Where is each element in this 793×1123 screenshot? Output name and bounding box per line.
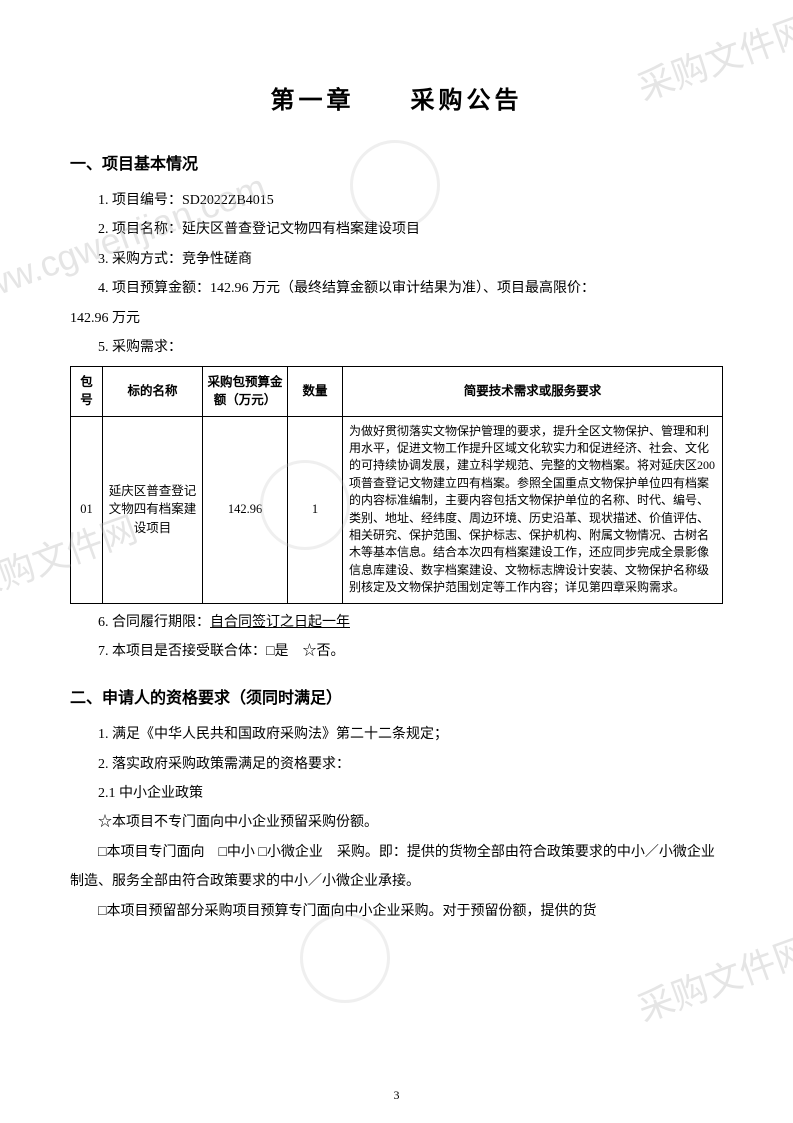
th-package: 包号 xyxy=(71,367,103,416)
qual-line24: □本项目预留部分采购项目预算专门面向中小企业采购。对于预留份额，提供的货 xyxy=(70,897,723,926)
qual-line22: ☆本项目不专门面向中小企业预留采购份额。 xyxy=(70,808,723,837)
td-name: 延庆区普查登记文物四有档案建设项目 xyxy=(103,416,203,603)
td-desc: 为做好贯彻落实文物保护管理的要求，提升全区文物保护、管理和利用水平，促进文物工作… xyxy=(343,416,723,603)
contract-period: 6. 合同履行期限：自合同签订之日起一年 xyxy=(70,608,723,637)
section1-heading: 一、项目基本情况 xyxy=(70,150,723,174)
th-name: 标的名称 xyxy=(103,367,203,416)
td-package: 01 xyxy=(71,416,103,603)
consortium-accept: 7. 本项目是否接受联合体：□是 ☆否。 xyxy=(70,637,723,666)
page-number: 3 xyxy=(394,1088,400,1103)
requirements-label: 5. 采购需求： xyxy=(70,333,723,362)
th-budget: 采购包预算金额（万元） xyxy=(203,367,288,416)
project-name: 2. 项目名称：延庆区普查登记文物四有档案建设项目 xyxy=(70,215,723,244)
project-number: 1. 项目编号：SD2022ZB4015 xyxy=(70,186,723,215)
td-qty: 1 xyxy=(288,416,343,603)
qual-line2: 2. 落实政府采购政策需满足的资格要求： xyxy=(70,750,723,779)
chapter-title: 第一章 采购公告 xyxy=(70,80,723,115)
budget-line1: 4. 项目预算金额：142.96 万元（最终结算金额以审计结果为准）、项目最高限… xyxy=(70,274,723,303)
budget-line2: 142.96 万元 xyxy=(70,304,723,333)
qual-line21: 2.1 中小企业政策 xyxy=(70,779,723,808)
th-qty: 数量 xyxy=(288,367,343,416)
qual-line1: 1. 满足《中华人民共和国政府采购法》第二十二条规定； xyxy=(70,720,723,749)
procurement-method: 3. 采购方式：竞争性磋商 xyxy=(70,245,723,274)
requirements-table: 包号 标的名称 采购包预算金额（万元） 数量 简要技术需求或服务要求 01 延庆… xyxy=(70,366,723,603)
td-budget: 142.96 xyxy=(203,416,288,603)
table-header-row: 包号 标的名称 采购包预算金额（万元） 数量 简要技术需求或服务要求 xyxy=(71,367,723,416)
th-desc: 简要技术需求或服务要求 xyxy=(343,367,723,416)
table-row: 01 延庆区普查登记文物四有档案建设项目 142.96 1 为做好贯彻落实文物保… xyxy=(71,416,723,603)
qual-line23: □本项目专门面向 □中小 □小微企业 采购。即：提供的货物全部由符合政策要求的中… xyxy=(70,838,723,897)
contract-underline: 自合同签订之日起一年 xyxy=(210,615,350,630)
logo-watermark xyxy=(300,913,390,1003)
watermark: 采购文件网 xyxy=(630,922,793,1032)
contract-prefix: 6. 合同履行期限： xyxy=(98,615,210,630)
section2-heading: 二、申请人的资格要求（须同时满足） xyxy=(70,684,723,708)
